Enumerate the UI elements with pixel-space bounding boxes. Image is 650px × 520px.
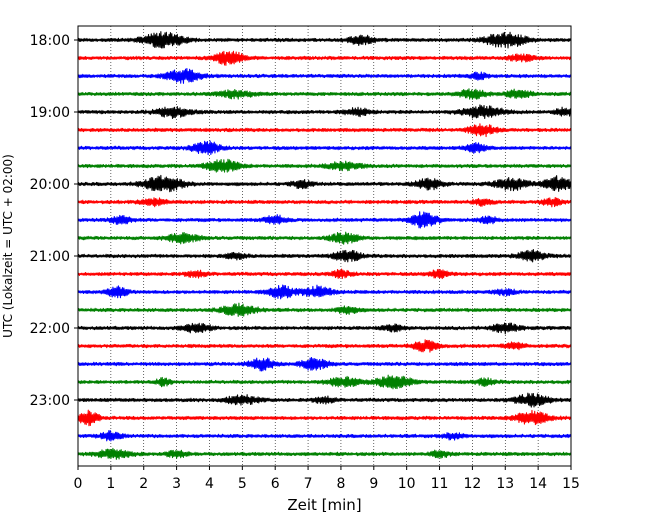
- x-tick-label: 13: [496, 476, 514, 492]
- x-axis-ticks: 0 1 2 3 4 5 6 7 8 9 10 11 12 13 14 15: [74, 466, 580, 492]
- x-tick-label: 12: [463, 476, 481, 492]
- y-axis-ticks: 18:00 19:00 20:00 21:00 22:00 23:00: [30, 33, 78, 409]
- y-tick-label: 22:00: [30, 321, 70, 337]
- trace-2230: [77, 356, 572, 372]
- x-tick-label: 15: [562, 476, 580, 492]
- trace-2130: [77, 284, 572, 300]
- x-tick-label: 9: [369, 476, 378, 492]
- x-tick-label: 2: [139, 476, 148, 492]
- y-tick-label: 19:00: [30, 105, 70, 121]
- trace-2115: [77, 268, 572, 280]
- trace-2245: [77, 374, 572, 390]
- x-tick-label: 11: [431, 476, 449, 492]
- trace-1930: [77, 140, 572, 156]
- x-tick-label: 3: [172, 476, 181, 492]
- y-tick-label: 21:00: [30, 249, 70, 265]
- trace-2045: [77, 231, 572, 245]
- trace-2215: [77, 339, 572, 353]
- vertical-grid: [110, 26, 539, 466]
- y-tick-label: 20:00: [30, 177, 70, 193]
- y-tick-label: 18:00: [30, 33, 70, 49]
- trace-2345: [77, 447, 572, 460]
- trace-2330: [77, 430, 572, 442]
- plot-frame: [77, 25, 572, 467]
- trace-2000: [77, 174, 572, 193]
- x-tick-label: 8: [336, 476, 345, 492]
- x-tick-label: 6: [271, 476, 280, 492]
- trace-1945: [77, 158, 572, 173]
- trace-1915: [77, 123, 572, 138]
- x-axis-label: Zeit [min]: [287, 496, 361, 514]
- trace-2200: [77, 322, 572, 335]
- trace-2300: [77, 392, 572, 408]
- x-tick-label: 14: [529, 476, 547, 492]
- trace-1830: [77, 67, 572, 84]
- x-tick-label: 5: [238, 476, 247, 492]
- trace-2015: [77, 197, 572, 208]
- trace-1845: [77, 88, 572, 100]
- x-tick-label: 7: [304, 476, 313, 492]
- x-tick-label: 0: [74, 476, 83, 492]
- x-tick-label: 1: [106, 476, 115, 492]
- trace-1815: [77, 50, 572, 66]
- trace-2315: [77, 409, 572, 427]
- seismic-traces: [77, 31, 572, 460]
- y-axis-label: UTC (Lokalzeit = UTC + 02:00): [1, 154, 15, 338]
- x-tick-label: 10: [398, 476, 416, 492]
- x-tick-label: 4: [205, 476, 214, 492]
- y-tick-label: 23:00: [30, 393, 70, 409]
- trace-2145: [77, 302, 572, 317]
- trace-2100: [77, 249, 572, 263]
- trace-2030: [77, 211, 572, 229]
- trace-1900: [77, 104, 572, 120]
- trace-1800: [77, 31, 572, 49]
